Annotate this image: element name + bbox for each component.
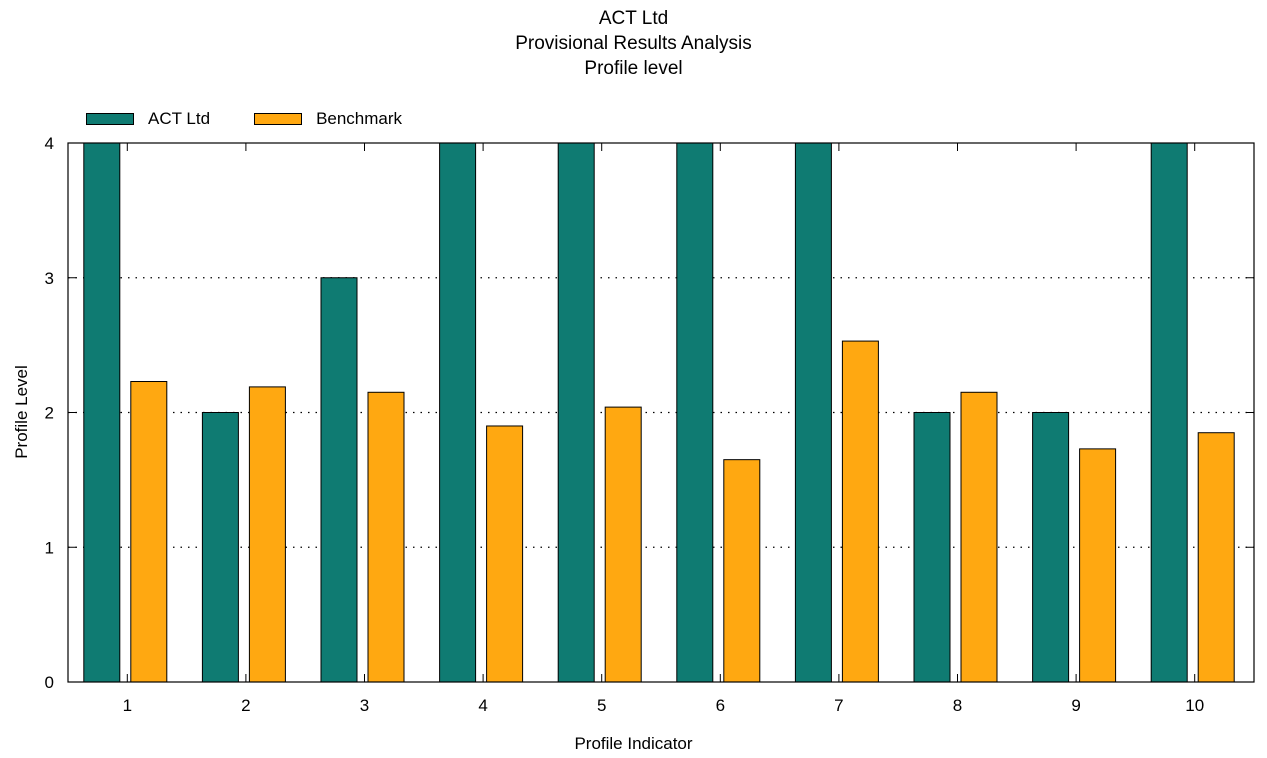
chart-title-line-2: Provisional Results Analysis xyxy=(515,33,752,54)
bar-benchmark xyxy=(248,386,286,683)
y-tick-label: 0 xyxy=(45,673,54,692)
bar-act-ltd xyxy=(439,142,477,683)
x-tick-label: 4 xyxy=(478,696,487,715)
legend-swatch-act xyxy=(86,113,134,125)
x-tick-label: 7 xyxy=(834,696,843,715)
legend-label-act: ACT Ltd xyxy=(148,109,211,128)
bar-act-ltd xyxy=(794,142,832,683)
bar-act-ltd xyxy=(1150,142,1188,683)
bar-act-ltd xyxy=(676,142,714,683)
bar-benchmark xyxy=(130,381,168,683)
legend-item-benchmark: Benchmark xyxy=(254,109,402,129)
chart-title: ACT Ltd Provisional Results Analysis Pro… xyxy=(0,6,1267,81)
bar-act-ltd xyxy=(320,277,358,683)
bar-benchmark xyxy=(367,391,405,683)
bar-benchmark xyxy=(723,459,761,683)
x-tick-label: 8 xyxy=(953,696,962,715)
bar-benchmark xyxy=(960,391,998,683)
y-axis-title: Profile Level xyxy=(12,365,31,459)
bar-benchmark xyxy=(841,340,879,683)
legend-swatch-benchmark xyxy=(254,113,303,125)
x-tick-label: 1 xyxy=(123,696,132,715)
y-tick-label: 2 xyxy=(45,404,54,423)
legend-label-benchmark: Benchmark xyxy=(316,109,403,128)
bar-benchmark xyxy=(1079,448,1117,683)
x-tick-label: 6 xyxy=(716,696,725,715)
bar-act-ltd xyxy=(201,412,239,683)
x-tick-label: 9 xyxy=(1071,696,1080,715)
x-tick-label: 3 xyxy=(360,696,369,715)
bar-act-ltd xyxy=(83,142,121,683)
chart-title-line-1: ACT Ltd xyxy=(598,8,669,29)
bar-benchmark xyxy=(604,406,642,683)
y-tick-label: 3 xyxy=(45,269,54,288)
bar-benchmark xyxy=(486,425,524,683)
y-tick-label: 4 xyxy=(45,134,54,153)
legend-item-act: ACT Ltd xyxy=(86,109,210,129)
plot-frame xyxy=(67,142,1255,683)
x-axis-title: Profile Indicator xyxy=(574,734,693,753)
x-tick-label: 10 xyxy=(1185,696,1204,715)
bar-act-ltd xyxy=(1032,412,1070,683)
chart-title-line-3: Profile level xyxy=(584,58,683,79)
y-tick-label: 1 xyxy=(45,538,54,557)
x-tick-label: 2 xyxy=(241,696,250,715)
bar-act-ltd xyxy=(557,142,595,683)
chart-legend: ACT Ltd Benchmark xyxy=(86,108,446,130)
bar-act-ltd xyxy=(913,412,951,683)
x-tick-label: 5 xyxy=(597,696,606,715)
bar-benchmark xyxy=(1197,432,1235,683)
